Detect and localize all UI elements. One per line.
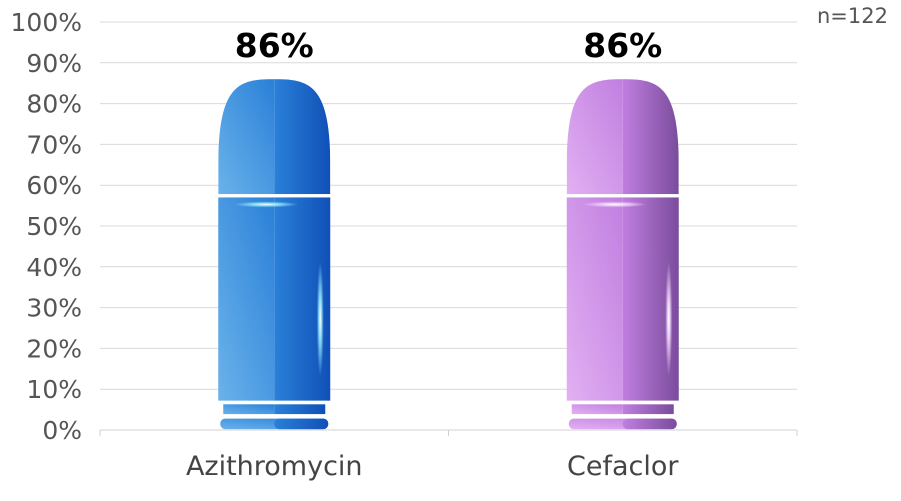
value-labels: 86% 86%	[235, 26, 663, 65]
y-tick-label: 90%	[26, 49, 82, 78]
bar-base-ring	[622, 404, 674, 415]
y-tick-label: 80%	[26, 90, 82, 119]
category-labels: Azithromycin Cefaclor	[186, 451, 679, 482]
y-tick-label: 30%	[26, 294, 82, 323]
y-tick-label: 60%	[26, 171, 82, 200]
sample-size-note: n=122	[817, 4, 888, 28]
gridlines	[100, 21, 797, 431]
y-tick-label: 70%	[26, 130, 82, 159]
bars	[218, 79, 679, 430]
y-tick-label: 40%	[26, 253, 82, 282]
y-axis-tick-labels: 0% 10% 20% 30% 40% 50% 60% 70% 80% 90% 100%	[11, 8, 82, 445]
y-tick-label: 20%	[26, 334, 82, 363]
bar-cefaclor	[566, 79, 679, 430]
value-label: 86%	[235, 26, 314, 65]
category-label: Azithromycin	[186, 451, 363, 482]
y-tick-label: 100%	[11, 8, 82, 37]
bar-cap	[218, 79, 331, 195]
bar-shine	[665, 261, 673, 378]
y-tick-label: 10%	[26, 375, 82, 404]
bar-base-ring	[571, 404, 623, 415]
x-axis	[99, 429, 798, 436]
bar-body	[566, 197, 679, 401]
bar-shine	[316, 261, 324, 378]
bar-base-ring	[223, 404, 275, 415]
bar-base-ring	[274, 418, 329, 430]
bar-base-ring	[274, 404, 326, 415]
bar-body	[218, 197, 331, 401]
bar-cap	[566, 79, 679, 195]
bar-base-ring	[622, 418, 677, 430]
bar-shine	[582, 201, 647, 208]
y-tick-label: 0%	[42, 416, 82, 445]
category-label: Cefaclor	[567, 451, 679, 482]
bar-shine	[234, 201, 299, 208]
y-tick-label: 50%	[26, 212, 82, 241]
value-label: 86%	[583, 26, 662, 65]
bar-azithromycin	[218, 79, 331, 430]
